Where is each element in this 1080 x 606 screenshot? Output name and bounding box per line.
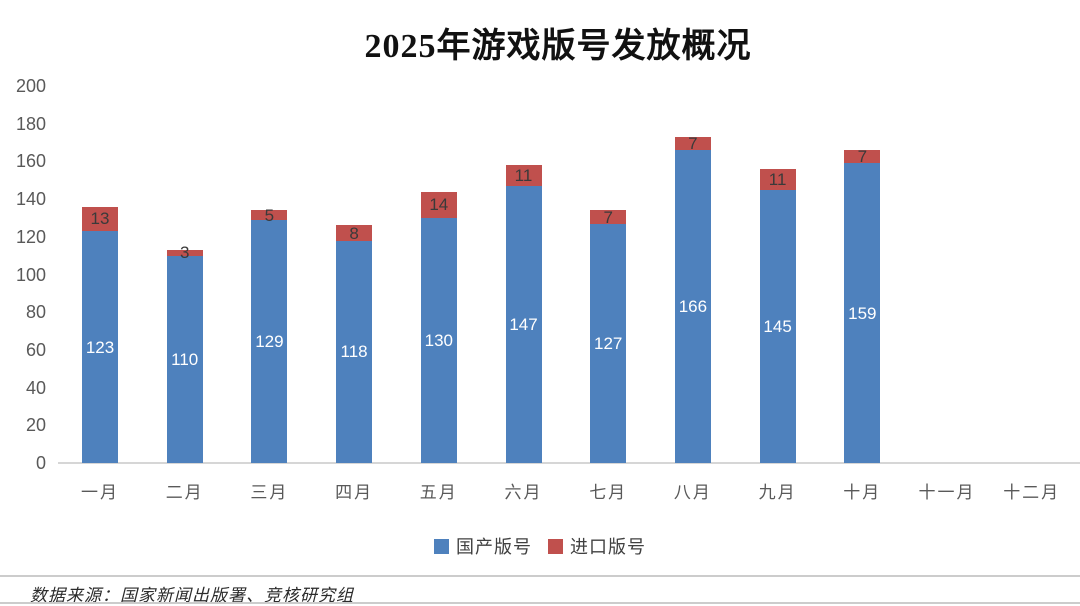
- y-axis-label: 140: [15, 189, 46, 210]
- bar-segment-import: 7: [844, 147, 881, 167]
- x-axis-label: 三月: [250, 483, 289, 502]
- y-axis-label: 200: [15, 76, 46, 96]
- bar-label-import: 11: [768, 169, 787, 189]
- bar-label-import: 3: [179, 243, 190, 263]
- legend-swatch-icon: [434, 538, 449, 554]
- x-axis-label: 十月: [843, 483, 882, 502]
- footer-divider-bottom: [0, 602, 1080, 604]
- y-axis-label: 180: [15, 113, 46, 134]
- legend-item: 进口版号: [548, 533, 646, 559]
- bar-label-import: 7: [603, 207, 613, 227]
- bar-label-import: 7: [688, 133, 698, 153]
- bar-label-import: 8: [349, 223, 359, 243]
- y-axis-label: 0: [35, 453, 46, 473]
- legend: 国产版号 进口版号: [0, 533, 1080, 559]
- x-axis-label: 二月: [165, 483, 204, 502]
- bar-segment-import: 7: [590, 207, 627, 227]
- bar-label-domestic: 127: [594, 333, 623, 353]
- x-axis-label: 八月: [673, 483, 712, 502]
- y-axis-label: 80: [25, 302, 46, 323]
- bar-label-domestic: 130: [424, 330, 453, 350]
- bar-segment-import: 7: [674, 133, 711, 153]
- bar-label-import: 14: [429, 195, 449, 215]
- y-axis-label: 20: [25, 415, 46, 436]
- bar-label-domestic: 159: [848, 303, 877, 323]
- y-axis-label: 60: [25, 339, 46, 360]
- bar-segment-domestic: 118: [336, 240, 373, 463]
- bar-segment-domestic: 129: [251, 219, 288, 463]
- x-axis-label: 五月: [419, 483, 458, 502]
- bar-label-domestic: 118: [340, 342, 368, 362]
- bar-label-domestic: 110: [171, 349, 199, 369]
- bar-label-import: 11: [514, 166, 533, 186]
- bar-label-domestic: 166: [678, 297, 708, 317]
- bar-segment-domestic: 130: [420, 217, 457, 463]
- bar-segment-import: 5: [251, 207, 288, 224]
- source-text: 数据来源：国家新闻出版署、竞核研究组: [30, 586, 354, 605]
- legend-label: 进口版号: [570, 537, 646, 557]
- chart-title: 2025年游戏版号发放概况: [364, 28, 752, 65]
- bar-label-import: 5: [264, 205, 275, 225]
- bar-segment-import: 11: [759, 168, 796, 190]
- x-axis-label: 一月: [81, 483, 119, 502]
- bar-label-domestic: 147: [509, 314, 538, 334]
- x-axis-label: 六月: [504, 483, 543, 502]
- bar-segment-domestic: 123: [82, 231, 118, 463]
- y-axis-label: 100: [15, 264, 46, 285]
- bar-label-import: 7: [857, 147, 868, 167]
- y-axis-label: 40: [25, 377, 46, 398]
- legend-swatch-icon: [548, 538, 563, 554]
- bar-segment-domestic: 127: [590, 223, 627, 463]
- bar-segment-domestic: 110: [166, 255, 203, 463]
- bar-segment-domestic: 159: [844, 163, 881, 463]
- footer-divider-top: [0, 575, 1080, 577]
- bar-label-domestic: 129: [255, 331, 284, 351]
- bar-label-import: 13: [90, 209, 110, 229]
- bar-segment-import: 8: [336, 223, 373, 243]
- bar-segment-import: 14: [420, 191, 457, 218]
- bar-segment-import: 13: [82, 206, 118, 232]
- bar-segment-domestic: 145: [759, 189, 796, 463]
- bar-label-domestic: 145: [763, 316, 792, 336]
- bar-label-domestic: 123: [85, 337, 115, 357]
- x-axis-label: 十一月: [918, 483, 976, 502]
- legend-item: 国产版号: [434, 533, 532, 559]
- bar-segment-import: 3: [166, 244, 203, 261]
- y-axis-label: 160: [15, 151, 46, 172]
- y-axis-label: 120: [15, 226, 46, 247]
- x-axis-label: 四月: [335, 483, 374, 502]
- legend-label: 国产版号: [456, 537, 532, 557]
- bar-segment-domestic: 166: [674, 150, 711, 463]
- x-axis-label: 九月: [758, 483, 797, 502]
- x-axis-label: 十二月: [1003, 483, 1061, 502]
- x-axis-line: [58, 462, 1080, 464]
- x-axis-label: 七月: [589, 483, 628, 502]
- bar-segment-domestic: 147: [505, 185, 542, 463]
- bar-segment-import: 11: [505, 165, 542, 186]
